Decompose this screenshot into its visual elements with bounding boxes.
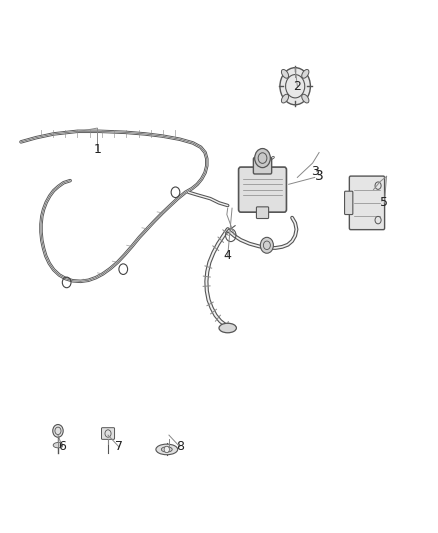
FancyBboxPatch shape — [253, 158, 272, 174]
Text: 7: 7 — [115, 440, 123, 453]
FancyBboxPatch shape — [102, 427, 115, 439]
Text: 3: 3 — [315, 169, 324, 183]
Text: 5: 5 — [380, 196, 389, 209]
Circle shape — [280, 68, 311, 105]
Ellipse shape — [302, 69, 309, 78]
Ellipse shape — [53, 442, 63, 448]
Text: 6: 6 — [58, 440, 66, 453]
Text: 1: 1 — [93, 143, 101, 156]
FancyBboxPatch shape — [239, 167, 286, 212]
Ellipse shape — [219, 323, 237, 333]
Text: 8: 8 — [176, 440, 184, 453]
FancyBboxPatch shape — [345, 191, 353, 215]
Text: 2: 2 — [293, 80, 301, 93]
Circle shape — [260, 237, 273, 253]
Circle shape — [254, 149, 270, 167]
Text: 4: 4 — [224, 249, 232, 262]
Ellipse shape — [302, 94, 309, 103]
Ellipse shape — [282, 94, 289, 103]
Ellipse shape — [282, 69, 289, 78]
FancyBboxPatch shape — [350, 176, 385, 230]
Circle shape — [164, 446, 170, 453]
Ellipse shape — [161, 447, 172, 452]
Ellipse shape — [156, 444, 178, 455]
Text: 3: 3 — [311, 165, 319, 177]
FancyBboxPatch shape — [256, 207, 268, 219]
Circle shape — [53, 424, 63, 437]
